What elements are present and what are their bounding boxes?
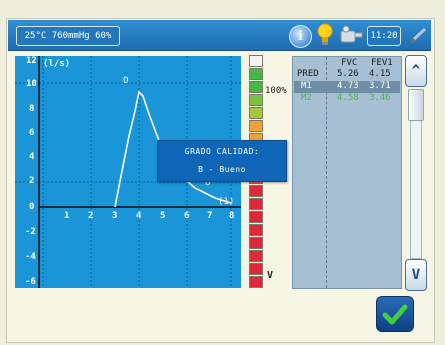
quality-100-label: 100%: [265, 86, 287, 96]
quality-segment: [249, 55, 263, 67]
pen-icon[interactable]: [408, 26, 428, 44]
results-table: FVC FEV1 PRED 5.26 4.15 M1 4.73 3.71 M2 …: [292, 56, 402, 289]
x-tick: 4: [136, 211, 142, 221]
environment-readout[interactable]: 25°C 760mmHg 60%: [16, 26, 120, 46]
y-tick: 12: [26, 56, 37, 66]
quality-segment: [249, 81, 263, 93]
x-tick: 3: [112, 211, 118, 221]
popup-title: GRADO CALIDAD:: [184, 147, 260, 156]
end-marker: (1): [218, 197, 235, 207]
row-fvc: 5.26: [337, 69, 359, 79]
y-tick: 2: [29, 176, 35, 186]
y-tick: 4: [29, 152, 35, 162]
clock[interactable]: 11:20: [367, 26, 401, 46]
results-row-highlight: [294, 81, 400, 93]
row-fev1: 3.46: [369, 93, 391, 103]
y-tick: 8: [29, 104, 35, 114]
x-tick: 2: [88, 211, 94, 221]
quality-segment: [249, 198, 263, 210]
row-fvc: 4.58: [337, 93, 359, 103]
scroll-up-button[interactable]: ^: [405, 55, 427, 87]
scroll-down-button[interactable]: V: [405, 259, 427, 291]
popup-value: B - Bueno: [198, 165, 246, 174]
quality-segment: [249, 250, 263, 262]
row-fev1: 4.15: [369, 69, 391, 79]
row-fev1: 3.71: [369, 81, 391, 91]
x-tick: 8: [229, 211, 235, 221]
header-fvc: FVC: [341, 58, 358, 68]
pump-icon[interactable]: [338, 25, 364, 45]
info-icon[interactable]: i: [289, 25, 312, 48]
quality-segment: [249, 211, 263, 223]
y-tick: 0: [29, 202, 35, 212]
flow-volume-curve: [114, 90, 232, 208]
y-tick: -6: [25, 277, 36, 287]
results-divider: [326, 57, 327, 288]
x-tick: 5: [160, 211, 166, 221]
y-tick: -2: [25, 227, 36, 237]
row-label[interactable]: M1: [301, 81, 312, 91]
quality-segment: [249, 263, 263, 275]
y-tick: 6: [29, 128, 35, 138]
row-label[interactable]: M2: [301, 93, 312, 103]
x-tick: 6: [184, 211, 190, 221]
quality-grade-popup[interactable]: GRADO CALIDAD: B - Bueno: [157, 140, 287, 182]
ok-button[interactable]: [376, 296, 414, 332]
quality-segment: [249, 276, 263, 288]
pef-marker: O: [123, 76, 129, 86]
curve-marker: O: [205, 178, 211, 188]
quality-segment: [249, 237, 263, 249]
quality-segment: [249, 185, 263, 197]
row-label: PRED: [297, 69, 319, 79]
quality-segment: [249, 107, 263, 119]
lightbulb-icon[interactable]: [317, 23, 333, 47]
y-axis-unit: (l/s): [43, 59, 71, 69]
x-tick: 1: [64, 211, 70, 221]
quality-bottom-label: V: [267, 270, 274, 281]
row-fvc: 4.73: [337, 81, 359, 91]
quality-segment: [249, 94, 263, 106]
header-fev1: FEV1: [371, 58, 393, 68]
y-tick: 10: [26, 79, 37, 89]
x-tick: 7: [207, 211, 213, 221]
checkmark-icon: [382, 304, 408, 325]
quality-segment: [249, 224, 263, 236]
quality-segment: [249, 120, 263, 132]
y-tick: -4: [25, 252, 36, 262]
quality-segment: [249, 68, 263, 80]
scrollbar-thumb[interactable]: [408, 89, 424, 121]
